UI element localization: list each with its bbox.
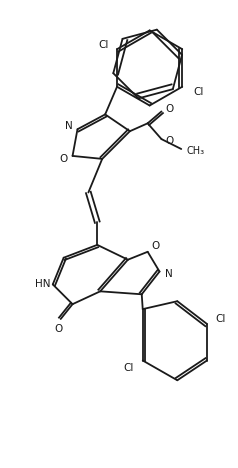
Text: Cl: Cl [124,364,134,373]
Text: Cl: Cl [193,87,203,97]
Text: CH₃: CH₃ [186,146,204,156]
Text: N: N [65,121,72,131]
Text: N: N [164,269,172,278]
Text: O: O [165,136,174,146]
Text: O: O [151,241,160,251]
Text: O: O [60,154,68,164]
Text: Cl: Cl [98,40,108,50]
Text: Cl: Cl [216,314,226,324]
Text: O: O [55,324,63,334]
Text: O: O [165,104,174,115]
Text: HN: HN [35,279,51,289]
